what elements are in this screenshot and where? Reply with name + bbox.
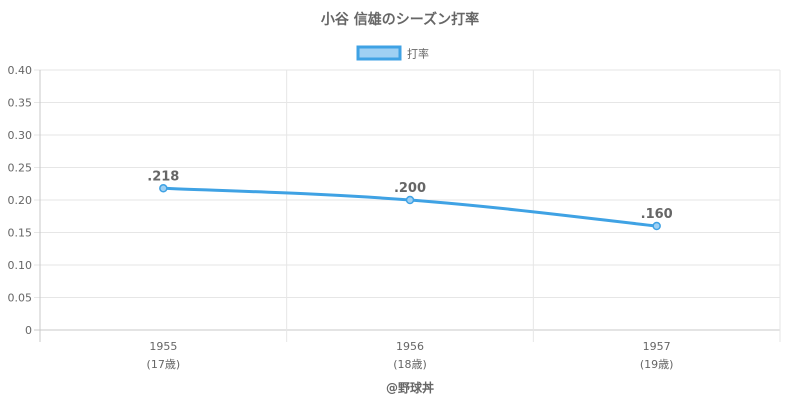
series-layer: .218 .200 .160 [147,169,673,231]
chart-title: 小谷 信雄のシーズン打率 [321,11,479,28]
y-tick-label: 0.20 [8,194,33,207]
x-tick-sublabel: (19歳) [640,358,674,371]
data-label: .218 [147,169,179,184]
data-point [652,221,661,231]
x-tick-sublabel: (17歳) [147,358,181,371]
x-tick-label: 1955 [149,340,177,353]
y-tick-label: 0.15 [8,227,33,240]
data-label: .160 [641,207,673,222]
credit-text: @野球丼 [386,380,434,395]
legend-label: 打率 [407,47,429,61]
y-tick-label: 0 [25,324,32,337]
x-tick-label: 1957 [643,340,671,353]
y-tick-label: 0.30 [8,129,33,142]
y-tick-label: 0.25 [8,162,33,175]
data-label: .200 [394,181,426,196]
y-tick-label: 0.10 [8,259,33,272]
x-tick-sublabel: (18歳) [393,358,427,371]
x-tick-label: 1956 [396,340,424,353]
y-tick-label: 0.05 [8,292,33,305]
y-tick-label: 0.40 [8,64,33,77]
legend-swatch [356,45,402,61]
axis-layer: 0 0.05 0.10 0.15 0.20 0.25 0.30 0.35 0.40 1955 (17… [8,64,674,371]
legend[interactable]: 打率 [356,45,429,61]
grid-layer [34,69,781,342]
y-tick-label: 0.35 [8,97,33,110]
data-point [405,195,415,205]
data-point [159,184,168,193]
